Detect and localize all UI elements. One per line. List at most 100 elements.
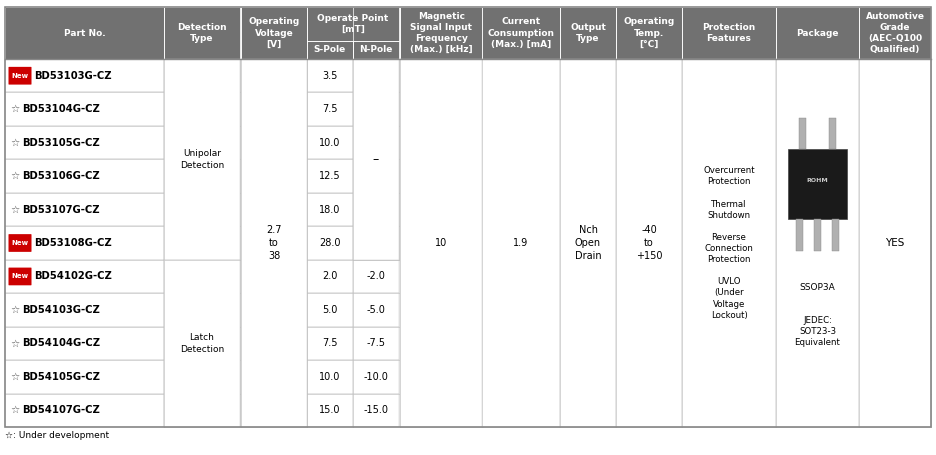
Bar xyxy=(400,7,483,59)
Bar xyxy=(5,193,164,226)
Bar xyxy=(482,7,560,59)
Bar xyxy=(616,394,682,427)
Bar xyxy=(859,126,931,159)
Bar xyxy=(241,126,307,159)
Bar xyxy=(682,159,776,193)
Bar xyxy=(5,126,164,159)
Text: Unipolar
Detection: Unipolar Detection xyxy=(180,149,224,170)
FancyBboxPatch shape xyxy=(8,234,32,252)
Bar xyxy=(776,126,859,159)
Bar xyxy=(560,159,616,193)
Bar xyxy=(353,226,399,260)
Bar xyxy=(776,226,859,260)
Bar xyxy=(616,126,682,159)
Bar xyxy=(307,92,353,126)
Bar xyxy=(400,193,483,226)
Bar xyxy=(616,59,682,92)
Text: BD54107G-CZ: BD54107G-CZ xyxy=(22,405,100,415)
Bar xyxy=(353,394,399,427)
Text: 7.5: 7.5 xyxy=(322,339,338,349)
Bar xyxy=(164,126,240,159)
Bar xyxy=(560,193,616,226)
Text: 10.0: 10.0 xyxy=(319,372,341,382)
Bar xyxy=(776,360,859,394)
Bar xyxy=(682,59,776,427)
Text: Output
Type: Output Type xyxy=(570,23,606,43)
Bar xyxy=(616,360,682,394)
Bar xyxy=(560,59,616,427)
Bar xyxy=(482,293,560,327)
Bar xyxy=(5,293,164,327)
Bar xyxy=(859,327,931,360)
Bar xyxy=(859,59,931,92)
Bar xyxy=(560,126,616,159)
Text: YES: YES xyxy=(885,238,905,248)
Bar xyxy=(832,219,839,251)
Bar xyxy=(307,226,353,260)
Bar xyxy=(307,193,353,226)
Text: 2.7
to
38: 2.7 to 38 xyxy=(266,225,282,261)
Bar xyxy=(616,226,682,260)
Text: BD53106G-CZ: BD53106G-CZ xyxy=(22,171,100,181)
Bar xyxy=(560,293,616,327)
Text: BD53103G-CZ: BD53103G-CZ xyxy=(34,71,111,81)
Text: Operating
Temp.
[°C]: Operating Temp. [°C] xyxy=(623,17,675,49)
Bar xyxy=(776,59,859,427)
Bar xyxy=(482,327,560,360)
Bar xyxy=(164,260,240,293)
Bar xyxy=(241,159,307,193)
Bar xyxy=(682,92,776,126)
Text: 28.0: 28.0 xyxy=(319,238,341,248)
Bar xyxy=(400,293,483,327)
Bar xyxy=(5,394,164,427)
Bar xyxy=(682,293,776,327)
Bar xyxy=(616,159,682,193)
Text: -15.0: -15.0 xyxy=(363,405,388,415)
Bar xyxy=(164,360,240,394)
Bar xyxy=(353,59,399,92)
Bar xyxy=(616,260,682,293)
Bar xyxy=(616,193,682,226)
Text: N-Pole: N-Pole xyxy=(359,46,393,55)
Bar xyxy=(164,327,240,360)
Bar xyxy=(164,159,240,193)
Bar xyxy=(482,159,560,193)
Bar xyxy=(353,193,399,226)
Bar xyxy=(482,360,560,394)
Bar xyxy=(5,327,164,360)
Text: Package: Package xyxy=(797,29,839,37)
Bar xyxy=(482,126,560,159)
Bar xyxy=(560,59,616,92)
Text: -5.0: -5.0 xyxy=(367,305,386,315)
Bar xyxy=(560,92,616,126)
Bar xyxy=(616,7,682,59)
Text: ☆: ☆ xyxy=(10,137,20,147)
Text: ☆: ☆ xyxy=(10,405,20,415)
Bar xyxy=(560,360,616,394)
Text: 5.0: 5.0 xyxy=(322,305,338,315)
Text: SSOP3A: SSOP3A xyxy=(799,283,835,292)
Bar xyxy=(307,159,353,193)
Bar xyxy=(560,7,616,59)
Bar xyxy=(164,394,240,427)
Text: BD54102G-CZ: BD54102G-CZ xyxy=(34,272,112,282)
Bar xyxy=(616,92,682,126)
Bar xyxy=(241,226,307,260)
Bar xyxy=(353,41,399,59)
Bar xyxy=(776,193,859,226)
Bar xyxy=(400,159,483,193)
Bar xyxy=(859,260,931,293)
Text: Protection
Features: Protection Features xyxy=(702,23,755,43)
Bar xyxy=(787,149,847,219)
Bar xyxy=(241,327,307,360)
Bar xyxy=(682,59,776,92)
Bar xyxy=(682,226,776,260)
Bar xyxy=(241,193,307,226)
Bar xyxy=(353,360,399,394)
Bar xyxy=(776,260,859,293)
Text: 15.0: 15.0 xyxy=(319,405,341,415)
Text: Overcurrent
Protection

Thermal
Shutdown

Reverse
Connection
Protection

UVLO
(U: Overcurrent Protection Thermal Shutdown … xyxy=(703,167,754,320)
Bar xyxy=(353,159,399,193)
Bar xyxy=(616,327,682,360)
Text: Operating
Voltage
[V]: Operating Voltage [V] xyxy=(248,17,300,49)
